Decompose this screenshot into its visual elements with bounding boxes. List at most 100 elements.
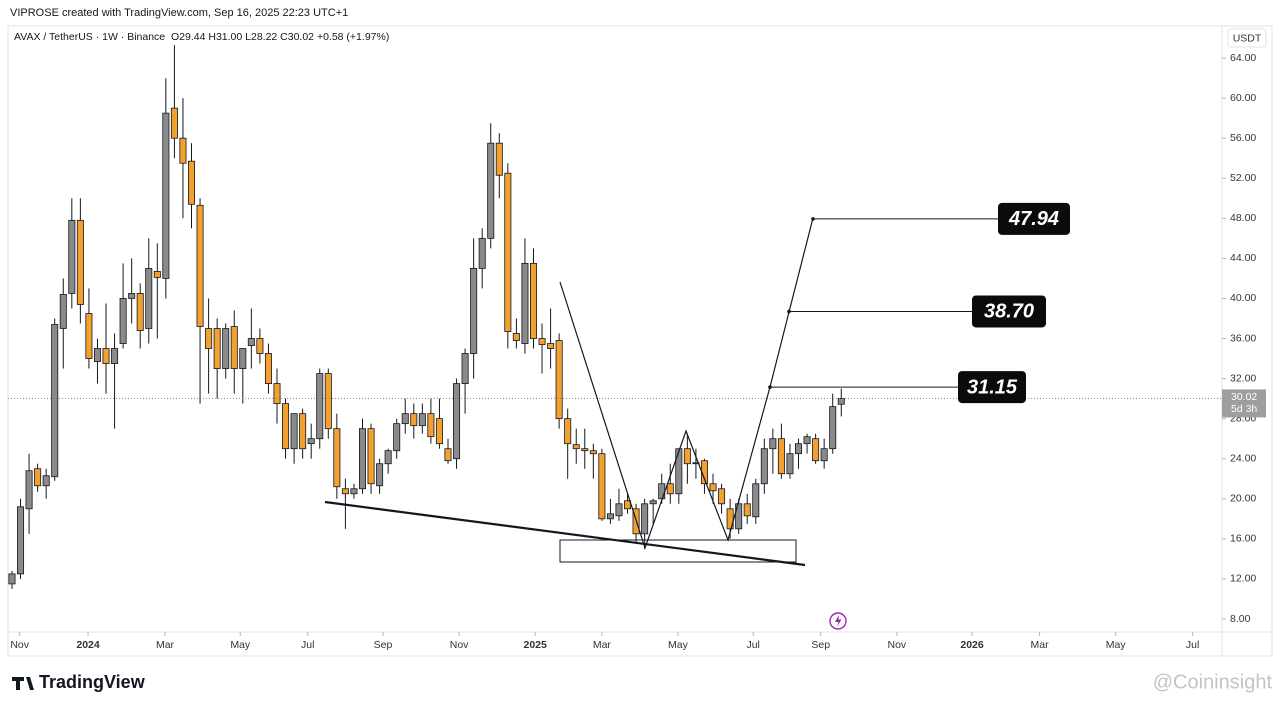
x-tick-label: Mar — [593, 639, 612, 651]
candle-body — [649, 500, 657, 505]
ohlc-summary: O29.44 H31.00 L28.22 C30.02 +0.58 (+1.97… — [171, 31, 389, 43]
y-tick-label: 48.00 — [1230, 212, 1256, 224]
candle-body — [324, 373, 332, 430]
candle-body — [769, 438, 777, 450]
level-tag — [972, 295, 1046, 328]
candle-body — [410, 413, 418, 427]
candle-body — [247, 338, 255, 346]
candle-body — [495, 142, 503, 176]
candle-body — [102, 348, 110, 364]
candle-body — [119, 298, 127, 344]
y-tick-label: 12.00 — [1230, 573, 1256, 585]
symbol: AVAX / TetherUS · 1W · Binance — [14, 31, 165, 43]
candle-body — [196, 204, 204, 327]
x-tick-label: Sep — [811, 639, 830, 651]
candle-body — [299, 413, 307, 450]
x-tick-label: May — [668, 639, 689, 651]
x-tick-label: 2024 — [76, 639, 100, 651]
candle-body — [384, 450, 392, 465]
candle-body — [51, 324, 59, 478]
candle-body — [418, 413, 426, 427]
candle-body — [17, 506, 25, 575]
y-tick-label: 36.00 — [1230, 332, 1256, 344]
candle-body — [504, 172, 512, 332]
watermark: @Coininsight — [1153, 671, 1273, 693]
drawings — [324, 217, 814, 567]
candle-body — [256, 338, 264, 354]
last-price-box — [1222, 389, 1266, 418]
candle-body — [307, 438, 315, 445]
candle-body — [615, 503, 623, 517]
candle-body — [264, 353, 272, 384]
x-tick-label: Jul — [301, 639, 314, 651]
level-tag — [958, 371, 1026, 404]
y-tick-label: 20.00 — [1230, 493, 1256, 505]
candle-body — [213, 328, 221, 369]
candle-body — [512, 333, 520, 341]
level-anchor — [787, 309, 791, 314]
candle-body — [8, 573, 16, 585]
candle-body — [521, 262, 529, 344]
x-tick-label: Nov — [10, 639, 29, 651]
level-tag — [998, 202, 1070, 235]
brand-logo — [12, 677, 34, 690]
price-axis: 8.0012.0016.0020.0024.0028.0032.0036.004… — [1222, 52, 1266, 625]
candle-body — [162, 112, 170, 279]
candle-body — [444, 448, 452, 462]
candle-body — [461, 353, 469, 384]
candle-body — [675, 448, 683, 495]
level-anchor — [768, 385, 772, 389]
y-tick-label: 56.00 — [1230, 132, 1256, 144]
y-tick-label: 52.00 — [1230, 172, 1256, 184]
candle-body — [76, 219, 84, 305]
x-tick-label: Nov — [887, 639, 906, 651]
candle-body — [85, 313, 93, 359]
candle-body — [538, 338, 546, 345]
y-tick-label: 32.00 — [1230, 372, 1256, 384]
candle-body — [239, 348, 247, 369]
event-icon-bolt — [835, 615, 842, 627]
x-tick-label: Sep — [374, 639, 393, 651]
candle-body — [401, 413, 409, 425]
brand: TradingView — [39, 672, 146, 692]
y-tick-label: 64.00 — [1230, 52, 1256, 64]
candle-body — [478, 237, 486, 269]
x-tick-label: May — [1106, 639, 1127, 651]
candle-body — [393, 423, 401, 452]
candle-body — [358, 428, 366, 490]
candle-body — [581, 448, 589, 452]
candle-body — [290, 413, 298, 450]
x-tick-label: Mar — [1031, 639, 1050, 651]
y-tick-label: 8.00 — [1230, 613, 1251, 625]
candle-body — [829, 406, 837, 450]
x-tick-label: Nov — [450, 639, 469, 651]
candle-body — [812, 438, 820, 462]
level-label: 38.70 — [984, 301, 1034, 323]
candle-body — [572, 444, 580, 450]
candle-body — [658, 483, 666, 500]
candle-body — [333, 428, 341, 488]
candle-body — [145, 267, 153, 329]
candle-body — [179, 137, 187, 164]
y-tick-label: 60.00 — [1230, 92, 1256, 104]
candle-body — [683, 448, 691, 465]
candle-body — [752, 483, 760, 518]
candle-body — [435, 418, 443, 445]
candles — [8, 45, 1222, 589]
candle-body — [273, 383, 281, 405]
candle-body — [34, 468, 42, 487]
x-tick-label: Jul — [1186, 639, 1199, 651]
last-price-label: 30.02 — [1231, 391, 1257, 403]
candle-body — [795, 443, 803, 455]
level-label: 31.15 — [967, 376, 1018, 398]
candle-body — [598, 453, 606, 520]
candle-body — [564, 418, 572, 445]
candle-body — [205, 328, 213, 349]
level-anchor — [811, 217, 815, 221]
candle-body — [547, 343, 555, 349]
candle-body — [341, 488, 349, 495]
candle-body — [282, 403, 290, 450]
level-label: 47.94 — [1008, 208, 1059, 230]
candle-body — [230, 326, 238, 369]
